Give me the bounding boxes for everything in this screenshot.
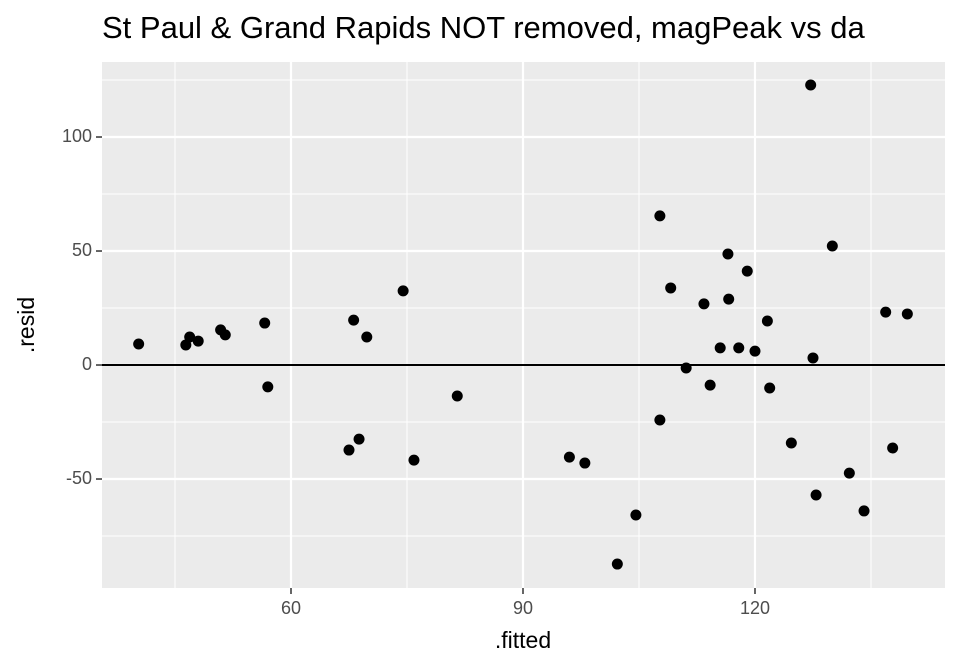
point	[262, 381, 274, 393]
marks	[102, 79, 945, 570]
point	[353, 433, 365, 445]
y-tick-label: 100	[62, 126, 92, 146]
point	[785, 437, 797, 449]
point	[807, 352, 819, 364]
point	[764, 382, 776, 394]
point	[361, 331, 373, 343]
point	[901, 308, 913, 320]
y-tick-label: -50	[66, 468, 92, 488]
x-tick-label: 60	[281, 598, 301, 618]
point	[843, 467, 855, 479]
point	[192, 335, 204, 347]
point	[654, 210, 666, 222]
point	[858, 505, 870, 517]
point	[722, 248, 734, 260]
y-tick-label: 50	[72, 240, 92, 260]
point	[887, 442, 899, 454]
point	[579, 457, 591, 469]
point	[704, 379, 716, 391]
point	[563, 451, 575, 463]
point	[810, 489, 822, 501]
point	[259, 317, 271, 329]
x-axis-title: .fitted	[495, 627, 551, 653]
point	[680, 362, 692, 374]
point	[714, 342, 726, 354]
y-axis-title: .resid	[13, 297, 39, 353]
x-tick-label: 90	[513, 598, 533, 618]
point	[630, 509, 642, 521]
point	[665, 282, 677, 294]
y-tick-label: 0	[82, 354, 92, 374]
point	[741, 265, 753, 277]
point	[749, 345, 761, 357]
point	[733, 342, 745, 354]
point	[880, 306, 892, 318]
point	[761, 315, 773, 327]
point	[219, 329, 231, 341]
point	[184, 331, 196, 343]
point	[805, 79, 817, 91]
chart-title: St Paul & Grand Rapids NOT removed, magP…	[102, 10, 865, 45]
point	[698, 298, 710, 310]
point	[723, 293, 735, 305]
point	[343, 444, 355, 456]
point	[408, 454, 420, 466]
point	[397, 285, 409, 297]
point	[826, 240, 838, 252]
x-tick-label: 120	[740, 598, 770, 618]
point	[611, 558, 623, 570]
point	[654, 414, 666, 426]
point	[133, 338, 145, 350]
point	[451, 390, 463, 402]
point	[348, 314, 360, 326]
